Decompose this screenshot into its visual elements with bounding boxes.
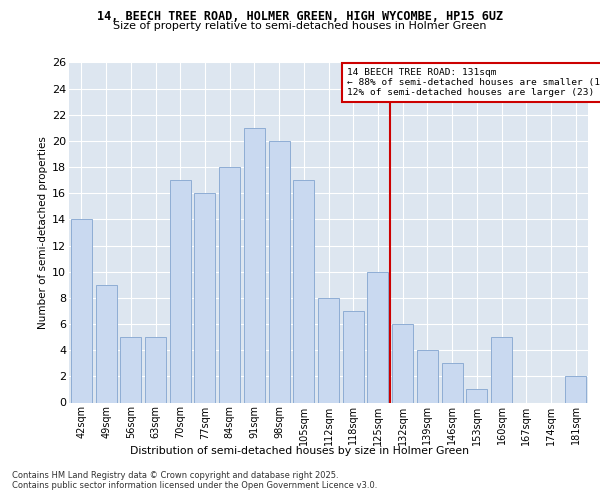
Text: 14 BEECH TREE ROAD: 131sqm
← 88% of semi-detached houses are smaller (164)
12% o: 14 BEECH TREE ROAD: 131sqm ← 88% of semi… [347,68,600,98]
Bar [95,285,116,403]
Bar [367,272,388,402]
Bar [466,390,487,402]
Y-axis label: Number of semi-detached properties: Number of semi-detached properties [38,136,48,329]
Text: Size of property relative to semi-detached houses in Holmer Green: Size of property relative to semi-detach… [113,21,487,31]
Bar [120,337,141,402]
Bar [293,180,314,402]
Bar [145,337,166,402]
Bar [442,364,463,403]
Bar [244,128,265,402]
Bar [392,324,413,402]
Bar [194,194,215,402]
Bar [170,180,191,402]
Bar [318,298,339,403]
Text: Distribution of semi-detached houses by size in Holmer Green: Distribution of semi-detached houses by … [131,446,470,456]
Text: Contains public sector information licensed under the Open Government Licence v3: Contains public sector information licen… [12,481,377,490]
Bar [219,167,240,402]
Bar [343,311,364,402]
Bar [269,141,290,403]
Text: Contains HM Land Registry data © Crown copyright and database right 2025.: Contains HM Land Registry data © Crown c… [12,471,338,480]
Bar [71,220,92,402]
Bar [491,337,512,402]
Text: 14, BEECH TREE ROAD, HOLMER GREEN, HIGH WYCOMBE, HP15 6UZ: 14, BEECH TREE ROAD, HOLMER GREEN, HIGH … [97,10,503,23]
Bar [565,376,586,402]
Bar [417,350,438,403]
